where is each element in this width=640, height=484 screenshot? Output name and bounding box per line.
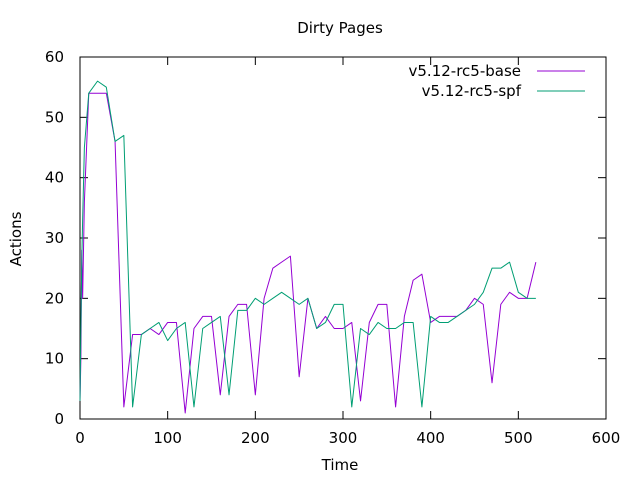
y-tick-label: 40 [45, 169, 64, 187]
y-axis-label: Actions [7, 211, 25, 266]
legend-label-2: v5.12-rc5-spf [422, 82, 522, 100]
x-tick-label: 600 [592, 429, 621, 447]
y-tick-label: 30 [45, 229, 64, 247]
x-tick-label: 300 [329, 429, 358, 447]
y-tick-label: 20 [45, 289, 64, 307]
chart-title: Dirty Pages [297, 19, 383, 37]
series-line-2 [79, 80, 536, 408]
x-axis-label: Time [321, 456, 359, 474]
y-tick-label: 60 [45, 48, 64, 66]
axes-layer: 0 100 200 300 400 500 600 0 10 20 30 40 50 60 [45, 48, 620, 447]
y-tick-label: 10 [45, 350, 64, 368]
y-tick-label: 0 [54, 410, 64, 428]
plot-frame [79, 56, 607, 420]
legend: v5.12-rc5-base v5.12-rc5-spf [409, 62, 585, 100]
x-tick-label: 500 [504, 429, 533, 447]
x-tick-label: 0 [75, 429, 85, 447]
x-tick-label: 200 [241, 429, 270, 447]
x-tick-label: 400 [416, 429, 445, 447]
legend-label-1: v5.12-rc5-base [409, 62, 522, 80]
series-line-1 [79, 92, 537, 414]
y-tick-label: 50 [45, 108, 64, 126]
x-tick-label: 100 [153, 429, 182, 447]
series-layer [79, 80, 537, 414]
